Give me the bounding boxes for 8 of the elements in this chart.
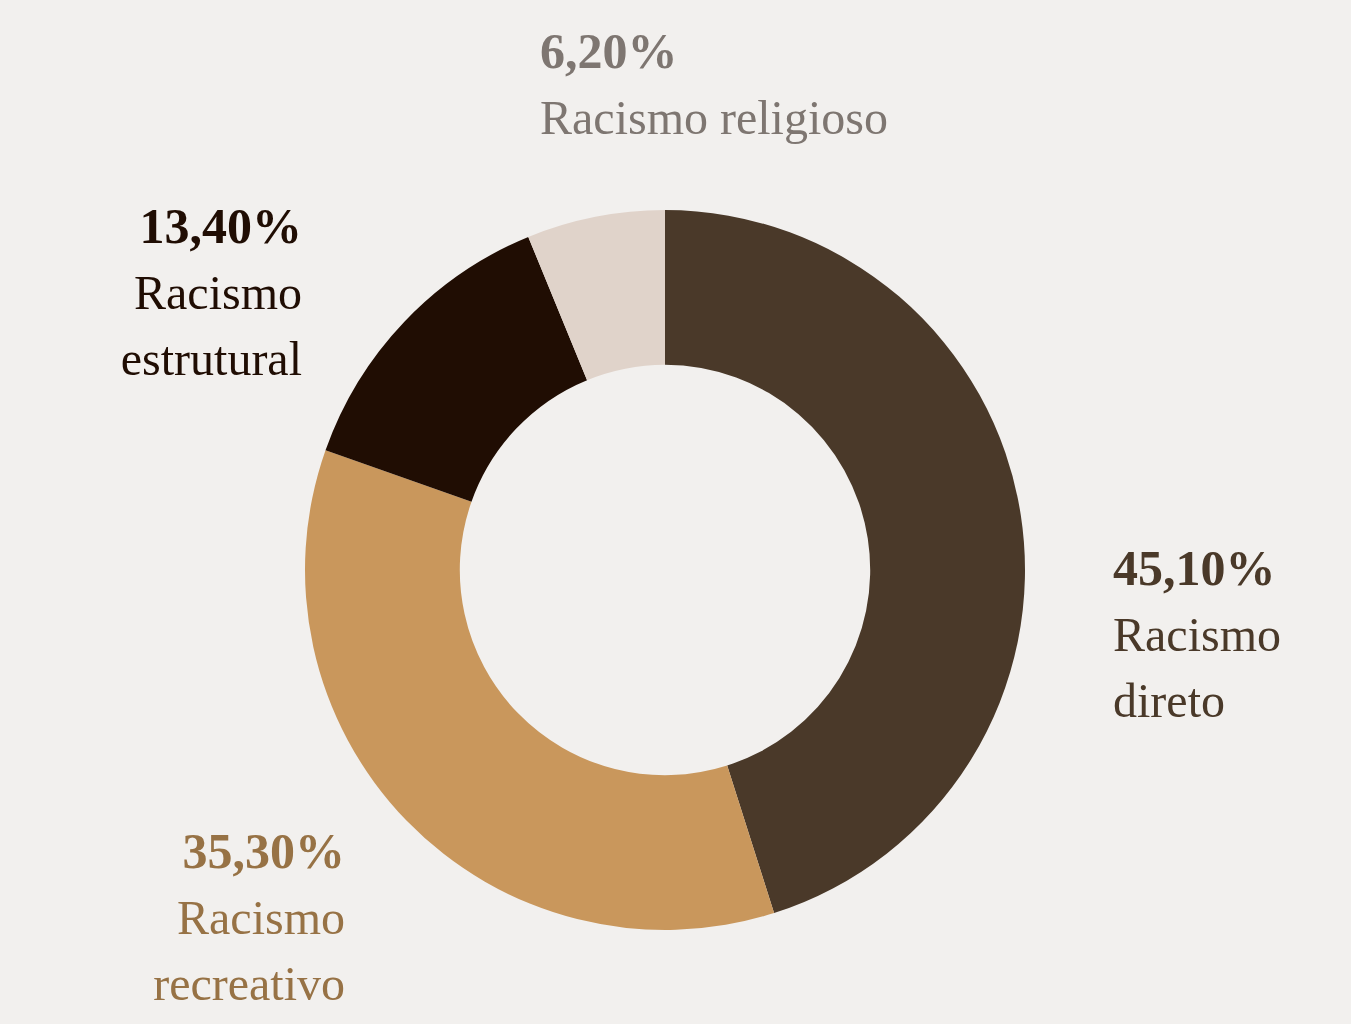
data-label: 13,40% [139, 198, 302, 254]
data-label: 35,30% [182, 823, 345, 879]
slice-label: Racismo estrutural [120, 266, 302, 385]
slice-label: Racismo direto [1113, 608, 1281, 727]
data-label: 6,20% [540, 23, 678, 79]
slice-label: Racismo religioso [540, 91, 888, 144]
slice-label: Racismo recreativo [153, 891, 345, 1010]
data-label: 45,10% [1113, 540, 1276, 596]
